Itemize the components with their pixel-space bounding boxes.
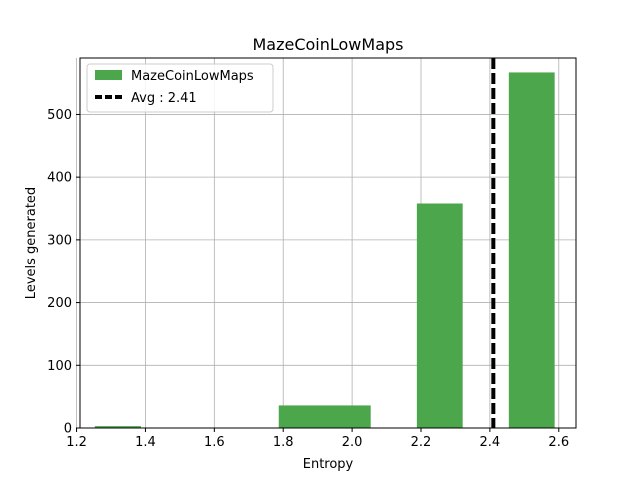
histogram-bar — [94, 426, 141, 428]
y-tick-label: 200 — [47, 296, 72, 311]
legend: MazeCoinLowMaps Avg : 2.41 — [86, 63, 274, 113]
histogram-bar — [416, 203, 463, 428]
x-axis-ticks: 1.2 1.4 1.6 1.8 2.0 2.2 2.4 2.6 — [66, 428, 569, 450]
legend-box — [86, 63, 274, 113]
x-tick-label: 1.8 — [273, 435, 294, 450]
legend-label-bars: MazeCoinLowMaps — [131, 69, 254, 84]
x-tick-label: 2.2 — [411, 435, 432, 450]
x-tick-label: 1.4 — [135, 435, 156, 450]
legend-swatch-bars — [95, 70, 122, 80]
x-tick-label: 1.2 — [66, 435, 87, 450]
histogram-bar — [508, 72, 555, 428]
x-tick-label: 2.0 — [342, 435, 363, 450]
y-axis-label: Levels generated — [24, 187, 39, 299]
y-tick-label: 100 — [47, 359, 72, 374]
chart-title: MazeCoinLowMaps — [252, 35, 403, 54]
histogram-bar — [278, 405, 371, 428]
y-tick-label: 500 — [47, 108, 72, 123]
y-tick-label: 300 — [47, 233, 72, 248]
y-axis-ticks: 0 100 200 300 400 500 — [47, 108, 80, 437]
bars — [94, 72, 555, 428]
x-tick-label: 1.6 — [204, 435, 225, 450]
y-tick-label: 400 — [47, 171, 72, 186]
x-tick-label: 2.6 — [548, 435, 569, 450]
y-tick-label: 0 — [64, 422, 72, 437]
plot-frame — [79, 57, 577, 429]
x-tick-label: 2.4 — [480, 435, 501, 450]
x-axis-label: Entropy — [303, 457, 354, 472]
legend-label-average: Avg : 2.41 — [131, 91, 197, 106]
